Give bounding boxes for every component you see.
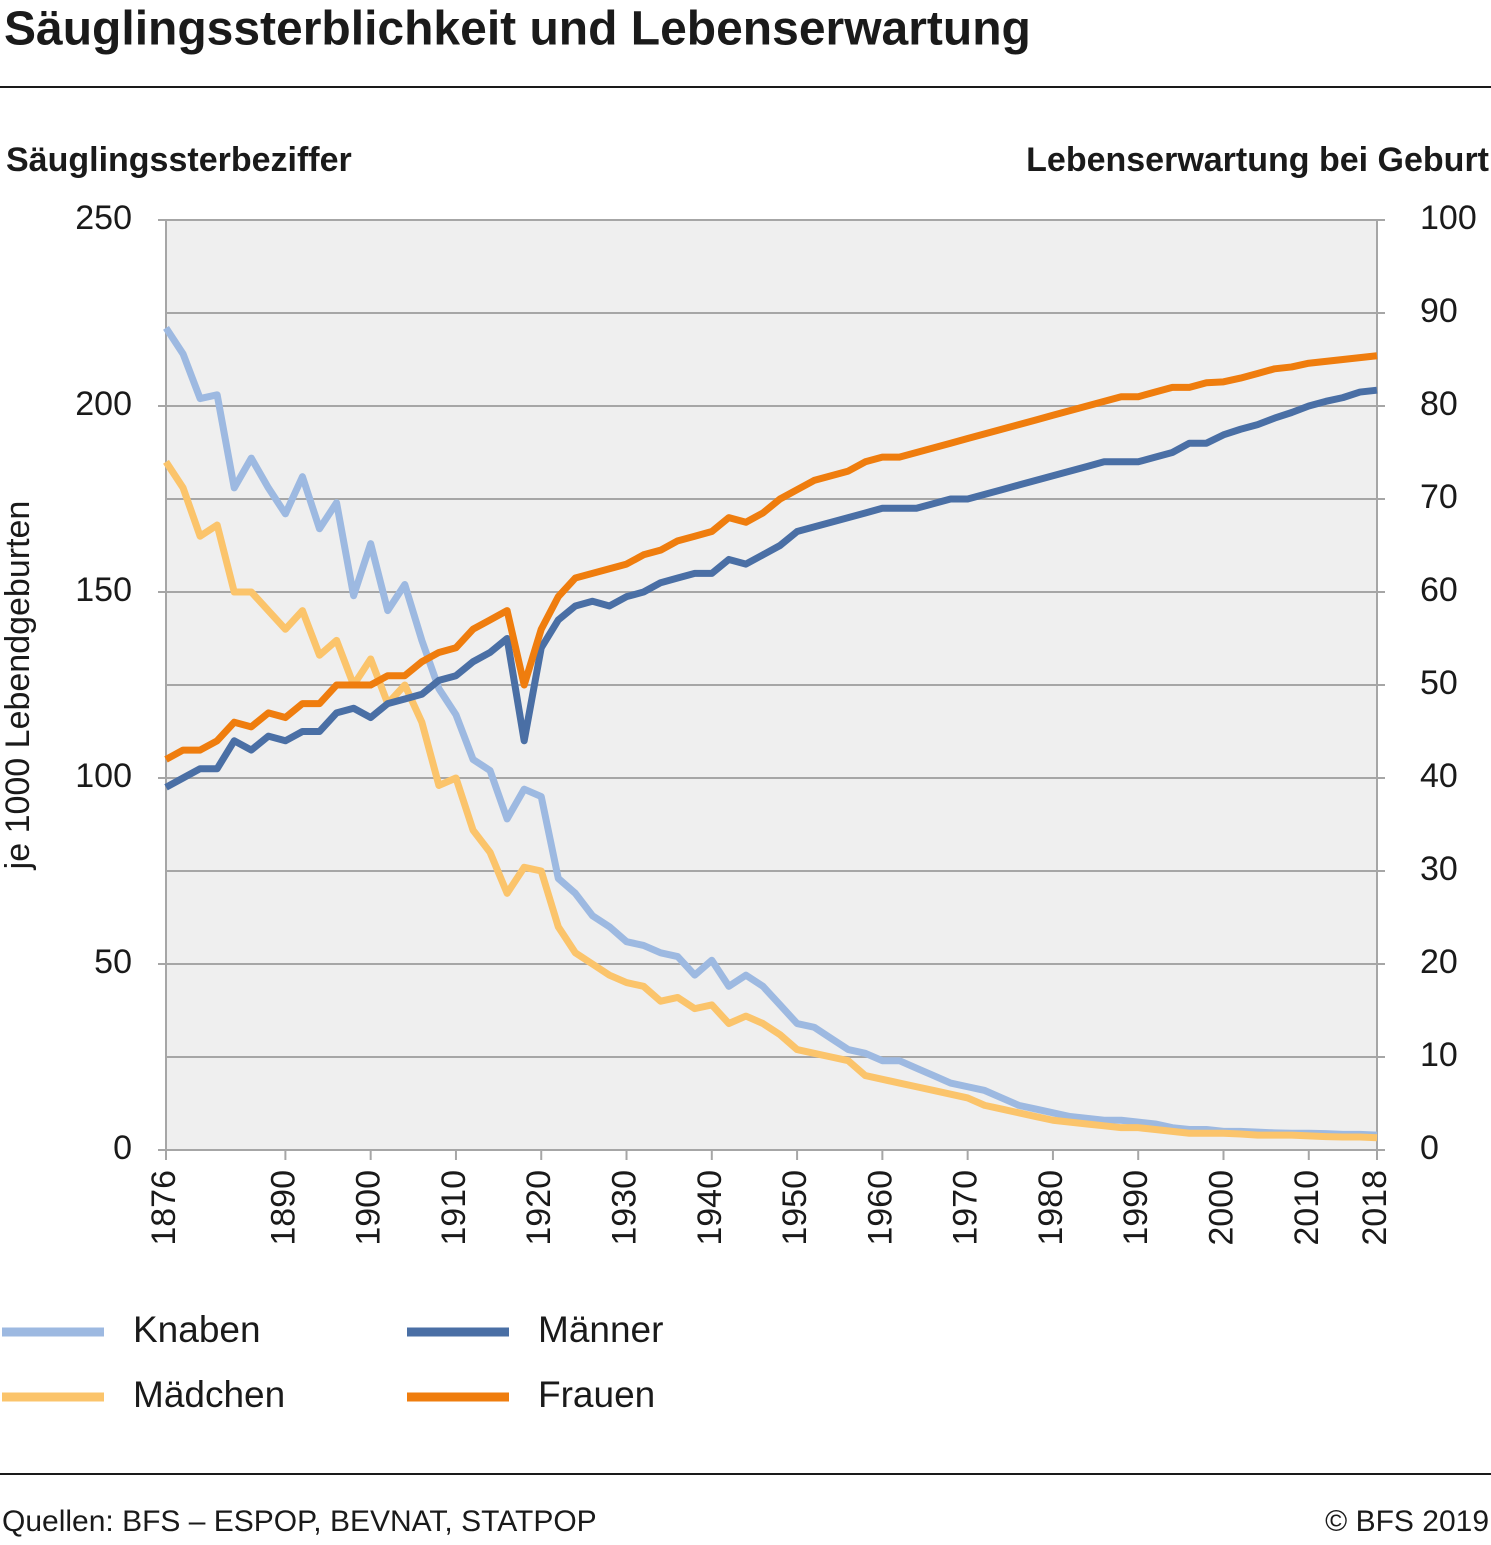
y2-tick-label: 70 bbox=[1420, 478, 1458, 516]
y-axis-title: Säuglingssterbeziffer bbox=[6, 141, 352, 179]
x-tick-label: 1930 bbox=[606, 1170, 644, 1246]
x-tick-label: 1890 bbox=[264, 1170, 302, 1246]
y-axis-label: je 1000 Lebendgeburten bbox=[0, 501, 37, 871]
chart-title: Säuglingssterblichkeit und Lebenserwartu… bbox=[4, 3, 1031, 56]
legend-label: Knaben bbox=[133, 1309, 261, 1350]
x-tick-label: 1950 bbox=[776, 1170, 814, 1246]
legend-label: Frauen bbox=[538, 1374, 655, 1415]
copyright: © BFS 2019 bbox=[1325, 1505, 1489, 1538]
y2-tick-label: 10 bbox=[1420, 1036, 1458, 1074]
series-line bbox=[164, 352, 1378, 763]
x-tick-label: 1980 bbox=[1032, 1170, 1070, 1246]
y2-tick-label: 100 bbox=[1420, 199, 1477, 237]
series-line bbox=[163, 325, 1378, 1139]
y2-tick-label: 40 bbox=[1420, 757, 1458, 795]
y-tick-label: 150 bbox=[75, 571, 132, 609]
y2-tick-label: 90 bbox=[1420, 292, 1458, 330]
legend-label: Mädchen bbox=[133, 1374, 285, 1415]
legend-label: Männer bbox=[538, 1309, 663, 1350]
y2-tick-label: 60 bbox=[1420, 571, 1458, 609]
y-tick-label: 200 bbox=[75, 385, 132, 423]
y-tick-label: 0 bbox=[113, 1129, 132, 1167]
y2-tick-label: 20 bbox=[1420, 943, 1458, 981]
x-tick-label: 2010 bbox=[1288, 1170, 1326, 1246]
x-tick-label: 1940 bbox=[691, 1170, 729, 1246]
series-line bbox=[163, 459, 1378, 1142]
x-tick-label: 2018 bbox=[1356, 1170, 1394, 1246]
x-tick-label: 1920 bbox=[520, 1170, 558, 1246]
x-tick-label: 1990 bbox=[1117, 1170, 1155, 1246]
y-tick-label: 250 bbox=[75, 199, 132, 237]
source: Quellen: BFS – ESPOP, BEVNAT, STATPOP bbox=[2, 1505, 597, 1538]
x-tick-label: 1910 bbox=[435, 1170, 473, 1246]
y-tick-label: 100 bbox=[75, 757, 132, 795]
series-line bbox=[164, 386, 1378, 791]
y2-tick-label: 0 bbox=[1420, 1129, 1439, 1167]
y2-tick-label: 80 bbox=[1420, 385, 1458, 423]
y2-axis-title: Lebenserwartung bei Geburt bbox=[1026, 141, 1489, 179]
y2-tick-label: 30 bbox=[1420, 850, 1458, 888]
x-tick-label: 1970 bbox=[947, 1170, 985, 1246]
x-tick-label: 1960 bbox=[861, 1170, 899, 1246]
y-tick-label: 50 bbox=[94, 943, 132, 981]
x-tick-label: 1876 bbox=[145, 1170, 183, 1246]
y2-tick-label: 50 bbox=[1420, 664, 1458, 702]
x-tick-label: 2000 bbox=[1202, 1170, 1240, 1246]
x-tick-label: 1900 bbox=[350, 1170, 388, 1246]
